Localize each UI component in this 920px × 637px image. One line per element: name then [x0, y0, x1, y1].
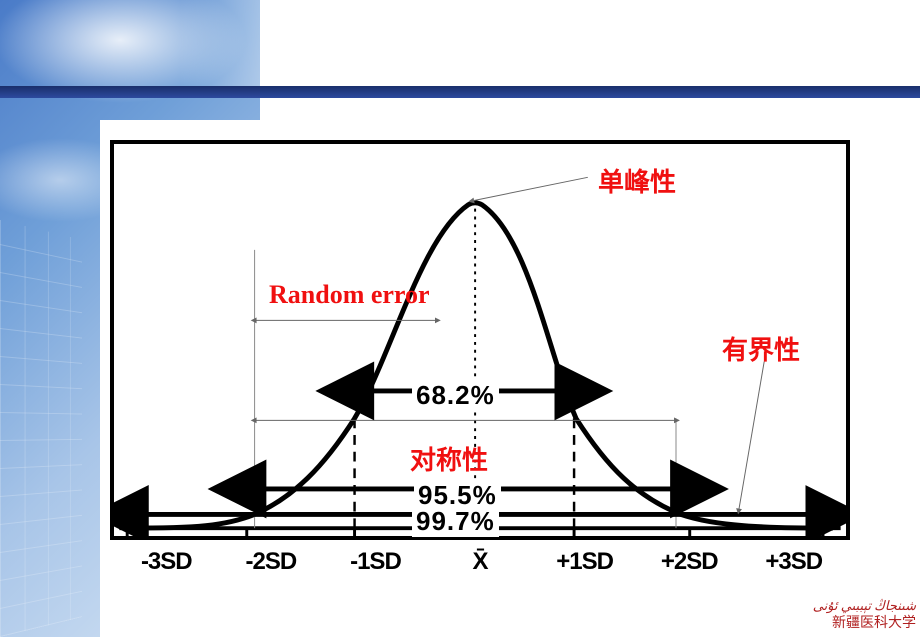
- anno-unimodal: 单峰性: [598, 162, 676, 199]
- axis-labels: -3SD -2SD -1SD X̄ +1SD +2SD +3SD: [110, 548, 850, 576]
- chart-frame: 68.2% 95.5% 99.7% 单峰性 Random error 有界性 对…: [110, 140, 850, 540]
- leader-unimodal: [472, 177, 588, 201]
- pct-68: 68.2%: [412, 380, 499, 411]
- footer-line2: 新疆医科大学: [813, 615, 916, 633]
- anno-bounded: 有界性: [722, 330, 800, 367]
- axis-m1sd: -1SD: [323, 548, 428, 576]
- top-fade: [0, 0, 920, 86]
- axis-m2sd: -2SD: [219, 548, 324, 576]
- axis-p1sd: +1SD: [532, 548, 637, 576]
- axis-p2sd: +2SD: [637, 548, 742, 576]
- axis-mean: X̄: [428, 548, 533, 576]
- axis-m3sd: -3SD: [114, 548, 219, 576]
- pct-99: 99.7%: [412, 506, 499, 537]
- leader-bounded: [739, 362, 764, 511]
- anno-symmetry: 对称性: [410, 440, 488, 477]
- header-band: [0, 86, 920, 98]
- footer-line1: شىنجاڭ تېببىي ئۇنى: [813, 598, 916, 615]
- axis-p3sd: +3SD: [741, 548, 846, 576]
- grid-globe: [0, 220, 82, 637]
- anno-random-error: Random error: [269, 280, 430, 310]
- footer-stamp: شىنجاڭ تېببىي ئۇنى 新疆医科大学: [813, 598, 916, 633]
